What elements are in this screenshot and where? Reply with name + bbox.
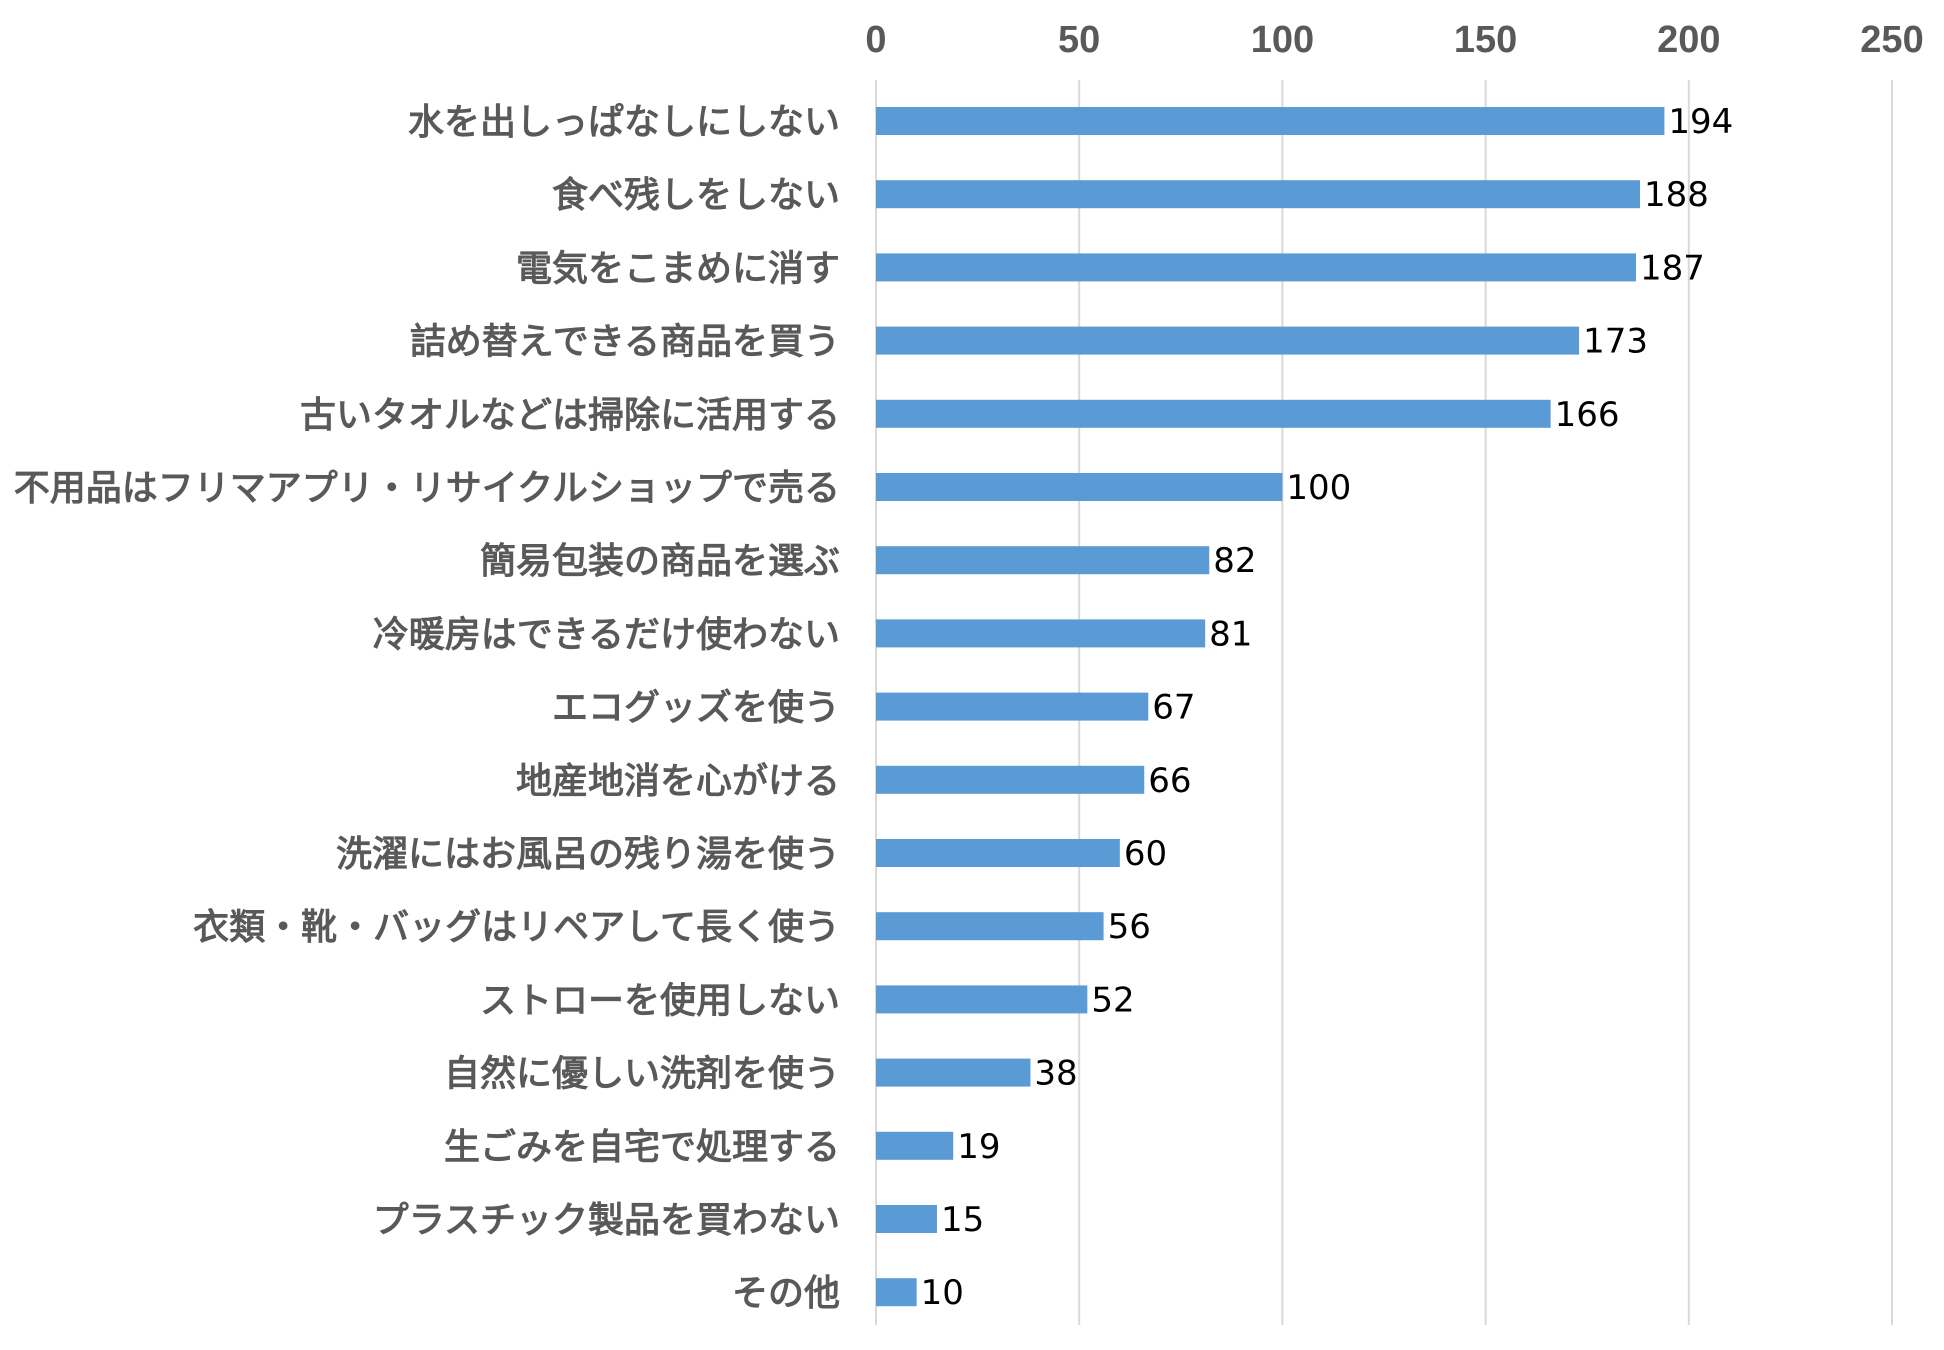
data-label: 173 (1583, 322, 1648, 362)
category-label: 水を出しっぱなしにしない (408, 102, 840, 143)
category-label: エコグッズを使う (552, 687, 840, 729)
gridlines (875, 80, 1893, 1325)
bar (876, 1131, 954, 1160)
data-label: 82 (1213, 541, 1256, 581)
data-label: 187 (1640, 248, 1705, 288)
category-label: 不用品はフリマアプリ・リサイクルショップで売る (14, 468, 840, 509)
bar (876, 326, 1580, 355)
data-label: 166 (1555, 395, 1620, 435)
data-label: 66 (1148, 761, 1191, 801)
data-label: 19 (957, 1127, 1000, 1167)
bar (876, 1205, 937, 1233)
x-tick-label: 200 (1657, 19, 1720, 61)
bar (876, 619, 1206, 648)
category-label: 自然に優しい洗剤を使う (444, 1053, 840, 1095)
x-tick-label: 150 (1454, 19, 1517, 61)
data-label: 15 (941, 1200, 984, 1240)
data-label: 56 (1108, 907, 1151, 947)
category-label: 古いタオルなどは掃除に活用する (300, 395, 840, 436)
bar (876, 1278, 917, 1307)
bar (876, 399, 1551, 428)
category-label: その他 (732, 1273, 840, 1314)
category-label: 地産地消を心がける (516, 761, 840, 802)
category-label: プラスチック製品を買わない (373, 1200, 840, 1241)
category-label: ストローを使用しない (480, 980, 840, 1021)
data-label: 38 (1034, 1054, 1077, 1094)
category-label: 生ごみを自宅で処理する (444, 1126, 840, 1168)
bar (876, 1058, 1031, 1087)
data-label: 67 (1152, 688, 1195, 728)
x-tick-label: 250 (1860, 19, 1923, 61)
category-label: 洗濯にはお風呂の残り湯を使う (336, 834, 840, 875)
data-label: 10 (921, 1273, 964, 1313)
data-label: 100 (1286, 468, 1351, 508)
data-label: 188 (1644, 175, 1709, 215)
bar (876, 765, 1145, 794)
bar (876, 839, 1120, 867)
category-label: 衣類・靴・バッグはリペアして長く使う (193, 907, 840, 948)
x-axis-ticks: 0 50 100 150 200 250 (865, 19, 1923, 61)
bar (876, 912, 1104, 941)
category-label: 食べ残しをしない (552, 175, 840, 216)
bars (876, 107, 1665, 1307)
bar (876, 692, 1149, 721)
data-label: 60 (1124, 834, 1167, 874)
category-label: 電気をこまめに消す (516, 248, 840, 289)
bar (876, 180, 1641, 209)
x-tick-label: 0 (865, 19, 886, 61)
bar (876, 985, 1088, 1014)
category-label: 簡易包装の商品を選ぶ (480, 541, 840, 582)
bar (876, 253, 1636, 282)
x-tick-label: 50 (1058, 19, 1100, 61)
data-label: 81 (1209, 614, 1252, 654)
category-label: 詰め替えできる商品を買う (410, 322, 840, 363)
bar (876, 473, 1283, 501)
bar (876, 546, 1210, 575)
x-tick-label: 100 (1251, 19, 1314, 61)
value-labels: 194 188 187 173 166 100 82 81 67 66 60 56 52 38 19 15 10 (921, 102, 1734, 1313)
bar (876, 107, 1665, 135)
category-labels: 水を出しっぱなしにしない食べ残しをしない電気をこまめに消す詰め替えできる商品を買… (14, 102, 840, 1314)
data-label: 194 (1668, 102, 1733, 142)
data-label: 52 (1091, 980, 1134, 1020)
category-label: 冷暖房はできるだけ使わない (373, 614, 840, 655)
